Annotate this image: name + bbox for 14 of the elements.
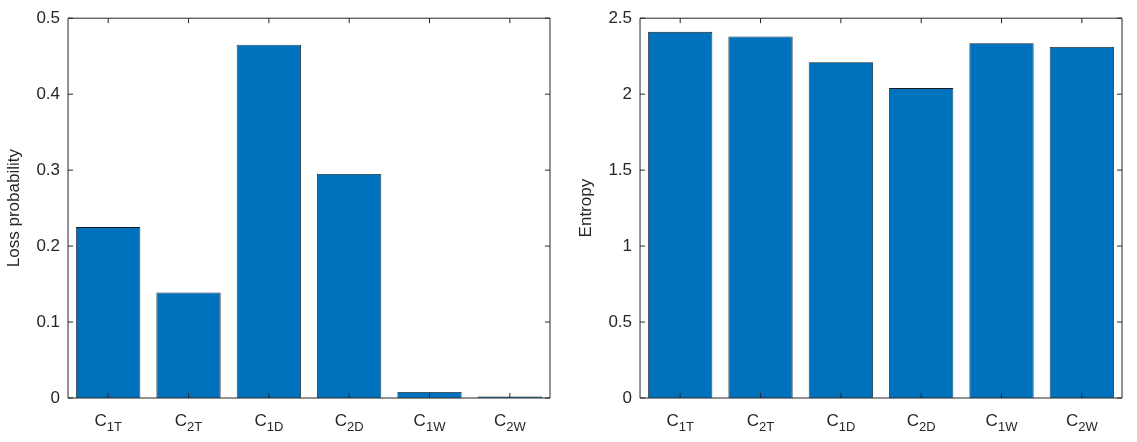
y-axis-title: Loss probability — [3, 148, 23, 268]
y-tick-label: 1 — [622, 235, 633, 255]
y-axis-title: Entropy — [575, 178, 595, 238]
y-tick-label: 0.5 — [608, 311, 633, 331]
y-tick-label: 0.2 — [36, 235, 61, 255]
y-tick-label: 2.5 — [608, 7, 633, 27]
y-tick-label: 0.1 — [36, 311, 61, 331]
y-tick-label: 0.5 — [36, 7, 61, 27]
y-tick-label: 1.5 — [608, 159, 633, 179]
y-tick-label: 0.4 — [36, 83, 61, 103]
y-tick-label: 0 — [50, 387, 61, 407]
y-tick-label: 2 — [622, 83, 633, 103]
y-tick-label: 0.3 — [36, 159, 61, 179]
y-tick-label: 0 — [622, 387, 633, 407]
